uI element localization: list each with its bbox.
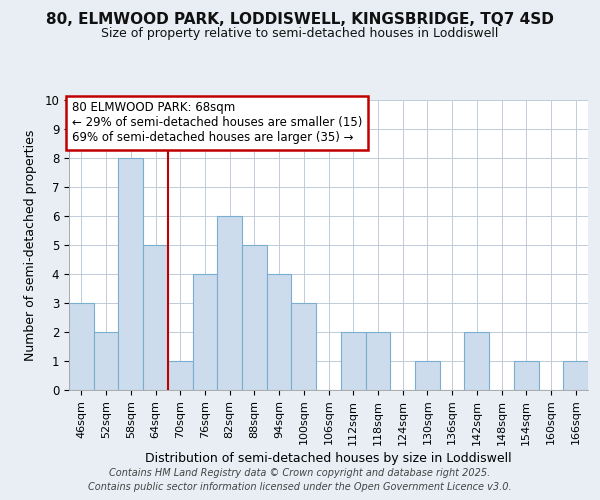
Bar bbox=[267, 274, 292, 390]
Bar bbox=[217, 216, 242, 390]
Bar bbox=[168, 361, 193, 390]
Bar bbox=[365, 332, 390, 390]
Bar bbox=[69, 303, 94, 390]
Bar bbox=[464, 332, 489, 390]
Text: Contains HM Land Registry data © Crown copyright and database right 2025.: Contains HM Land Registry data © Crown c… bbox=[109, 468, 491, 477]
Y-axis label: Number of semi-detached properties: Number of semi-detached properties bbox=[25, 130, 37, 360]
Text: Size of property relative to semi-detached houses in Loddiswell: Size of property relative to semi-detach… bbox=[101, 28, 499, 40]
Bar bbox=[118, 158, 143, 390]
Text: Contains public sector information licensed under the Open Government Licence v3: Contains public sector information licen… bbox=[88, 482, 512, 492]
Bar bbox=[143, 245, 168, 390]
Bar bbox=[242, 245, 267, 390]
Bar bbox=[415, 361, 440, 390]
Bar bbox=[341, 332, 365, 390]
Text: 80, ELMWOOD PARK, LODDISWELL, KINGSBRIDGE, TQ7 4SD: 80, ELMWOOD PARK, LODDISWELL, KINGSBRIDG… bbox=[46, 12, 554, 28]
Bar bbox=[94, 332, 118, 390]
Bar bbox=[514, 361, 539, 390]
Bar bbox=[193, 274, 217, 390]
Text: 80 ELMWOOD PARK: 68sqm
← 29% of semi-detached houses are smaller (15)
69% of sem: 80 ELMWOOD PARK: 68sqm ← 29% of semi-det… bbox=[71, 102, 362, 144]
Bar bbox=[292, 303, 316, 390]
Bar bbox=[563, 361, 588, 390]
X-axis label: Distribution of semi-detached houses by size in Loddiswell: Distribution of semi-detached houses by … bbox=[145, 452, 512, 464]
